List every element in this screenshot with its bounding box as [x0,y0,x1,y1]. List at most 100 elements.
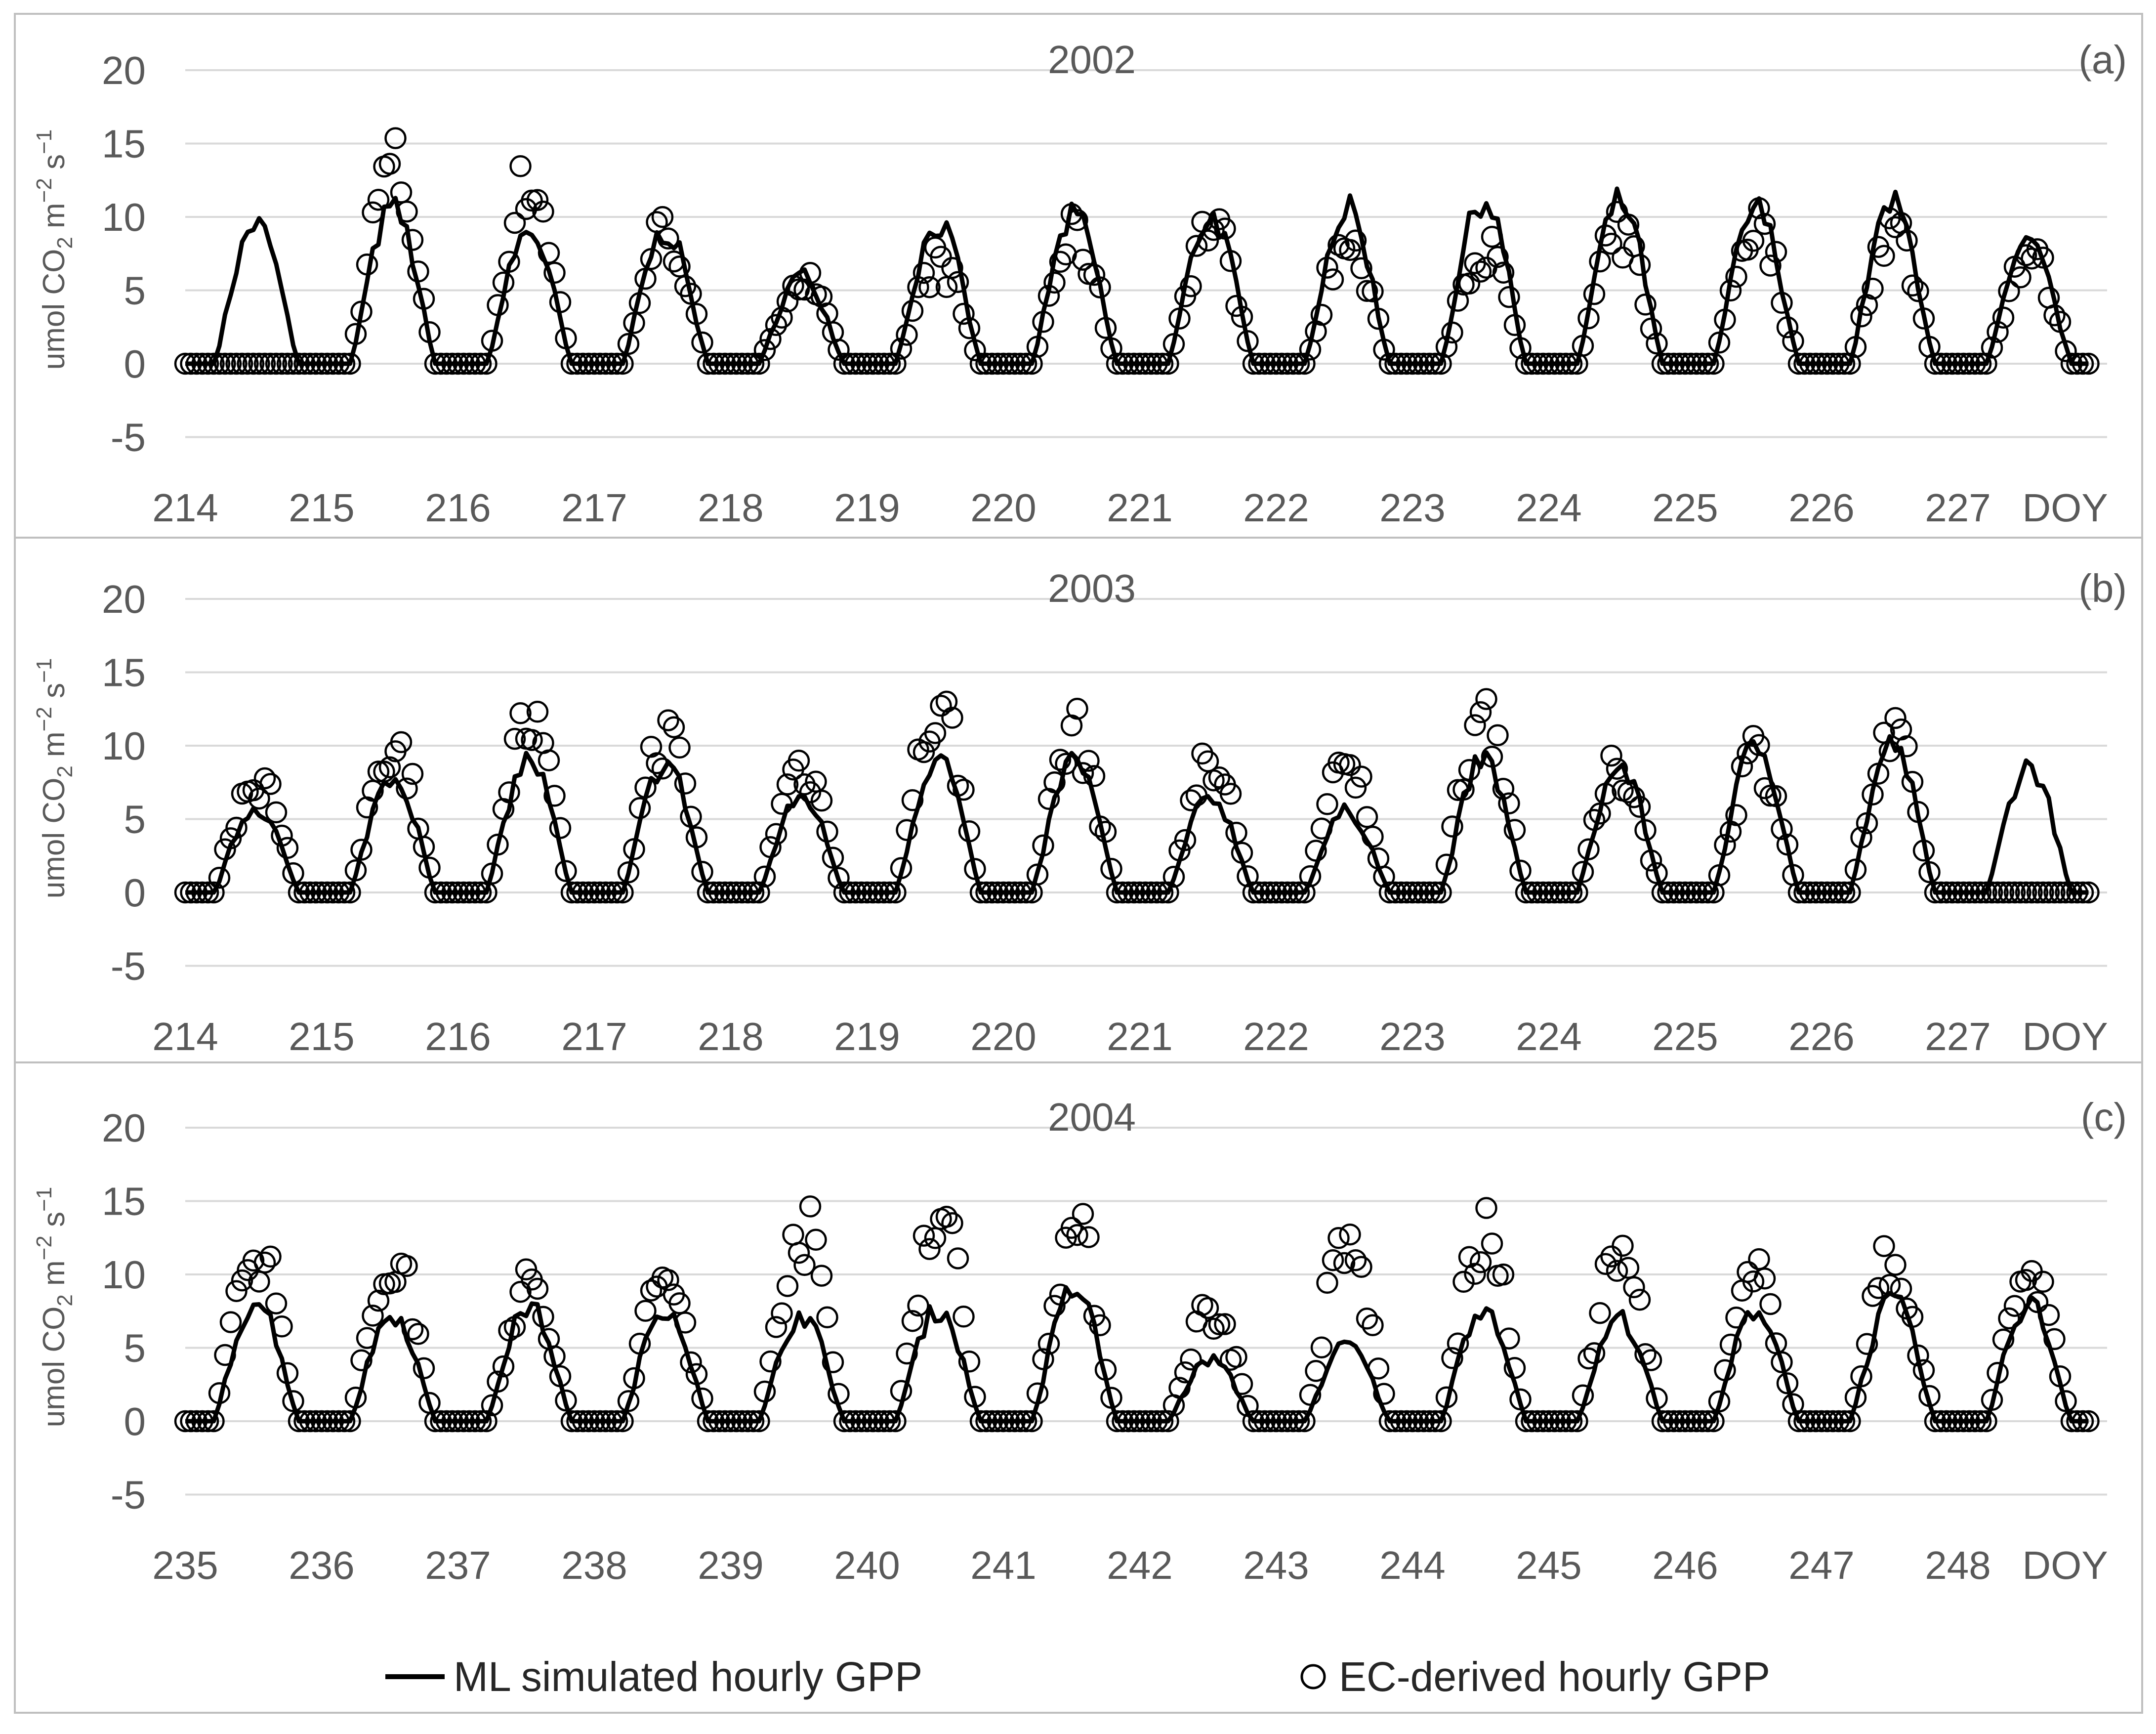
series-line-ml-simulated-gpp [185,734,2089,895]
data-point-ec-derived-gpp [822,846,844,869]
data-point-ec-derived-gpp [771,1302,793,1324]
data-point-ec-derived-gpp [663,716,685,738]
data-point-ec-derived-gpp [617,861,640,884]
data-point-ec-derived-gpp [1162,866,1185,888]
data-point-ec-derived-gpp [1475,1197,1497,1219]
x-tick-label: 221 [1107,1015,1172,1058]
data-point-ec-derived-gpp [1003,1410,1026,1433]
data-point-ec-derived-gpp [401,229,424,251]
data-point-ec-derived-gpp [1037,285,1060,307]
data-point-ec-derived-gpp [1350,765,1372,788]
data-point-ec-derived-gpp [1481,1232,1503,1255]
data-point-ec-derived-gpp [1742,1270,1765,1293]
x-tick-label: 226 [1788,486,1854,530]
data-point-ec-derived-gpp [362,1305,384,1327]
data-point-ec-derived-gpp [867,1410,890,1433]
data-point-ec-derived-gpp [1140,881,1162,904]
data-point-ec-derived-gpp [1680,881,1702,904]
data-point-ec-derived-gpp [958,317,981,339]
data-point-ec-derived-gpp [1912,1359,1935,1382]
y-tick-label: 15 [102,651,146,695]
data-point-ec-derived-gpp [1680,1410,1702,1433]
data-point-ec-derived-gpp [1759,254,1782,277]
data-point-ec-derived-gpp [203,881,225,904]
data-point-ec-derived-gpp [856,1410,878,1433]
data-point-ec-derived-gpp [555,327,577,349]
data-point-ec-derived-gpp [685,303,708,325]
y-tick-label: -5 [111,1473,146,1517]
data-point-ec-derived-gpp [1589,1302,1611,1324]
data-point-ec-derived-gpp [1765,241,1787,263]
data-point-ec-derived-gpp [1481,746,1503,768]
data-point-ec-derived-gpp [987,1410,1009,1433]
data-point-ec-derived-gpp [1549,1410,1572,1433]
data-point-ec-derived-gpp [1708,332,1731,354]
data-point-ec-derived-gpp [1362,825,1384,848]
data-point-ec-derived-gpp [907,276,929,298]
data-point-ec-derived-gpp [1043,771,1066,794]
data-point-ec-derived-gpp [816,1306,838,1329]
data-point-ec-derived-gpp [464,352,486,375]
data-point-ec-derived-gpp [543,261,566,284]
data-point-ec-derived-gpp [208,352,231,375]
data-point-ec-derived-gpp [833,1410,856,1433]
data-point-ec-derived-gpp [1237,865,1259,888]
data-point-ec-derived-gpp [1787,352,1810,375]
data-point-ec-derived-gpp [1589,803,1611,825]
data-point-ec-derived-gpp [1015,1410,1037,1433]
data-point-ec-derived-gpp [219,352,242,375]
data-point-ec-derived-gpp [1964,352,1986,375]
data-point-ec-derived-gpp [1674,352,1697,375]
data-point-ec-derived-gpp [1293,881,1316,904]
data-point-ec-derived-gpp [1112,1410,1134,1433]
data-point-ec-derived-gpp [1407,352,1429,375]
data-point-ec-derived-gpp [719,352,742,375]
data-point-ec-derived-gpp [430,881,452,904]
data-point-ec-derived-gpp [873,881,895,904]
data-point-ec-derived-gpp [305,1410,327,1433]
data-point-ec-derived-gpp [1805,881,1827,904]
data-point-ec-derived-gpp [1725,1307,1747,1329]
data-point-ec-derived-gpp [339,1410,361,1433]
data-point-ec-derived-gpp [1884,1254,1907,1276]
data-point-ec-derived-gpp [1185,784,1208,806]
data-point-ec-derived-gpp [174,1410,197,1433]
data-point-ec-derived-gpp [2060,352,2083,375]
data-point-ec-derived-gpp [1816,881,1838,904]
data-point-ec-derived-gpp [566,1410,588,1433]
data-point-ec-derived-gpp [1259,881,1282,904]
data-point-ec-derived-gpp [191,352,213,375]
data-point-ec-derived-gpp [458,352,481,375]
data-point-ec-derived-gpp [759,1350,782,1373]
data-point-ec-derived-gpp [668,255,691,278]
data-point-ec-derived-gpp [1503,314,1526,337]
data-point-ec-derived-gpp [1822,1410,1844,1433]
data-point-ec-derived-gpp [560,881,583,904]
data-point-ec-derived-gpp [674,275,697,297]
data-point-ec-derived-gpp [1827,352,1850,375]
data-point-ec-derived-gpp [628,292,651,314]
data-point-ec-derived-gpp [435,881,458,904]
data-point-ec-derived-gpp [1293,1410,1316,1433]
data-point-ec-derived-gpp [293,1410,316,1433]
data-point-ec-derived-gpp [1662,881,1685,904]
data-point-ec-derived-gpp [975,881,997,904]
data-point-ec-derived-gpp [1509,859,1532,882]
data-point-ec-derived-gpp [753,1380,776,1403]
data-point-ec-derived-gpp [799,781,822,804]
data-point-ec-derived-gpp [725,1410,747,1433]
data-point-ec-derived-gpp [981,352,1003,375]
data-point-ec-derived-gpp [231,1269,253,1292]
data-point-ec-derived-gpp [1384,1410,1407,1433]
data-point-ec-derived-gpp [697,881,719,904]
data-point-ec-derived-gpp [2043,1328,2066,1351]
data-point-ec-derived-gpp [1748,197,1770,219]
data-point-ec-derived-gpp [1316,256,1338,279]
data-point-ec-derived-gpp [288,352,310,375]
data-point-ec-derived-gpp [1543,881,1566,904]
data-point-ec-derived-gpp [1168,839,1191,862]
data-point-ec-derived-gpp [1043,271,1066,294]
data-point-ec-derived-gpp [1481,225,1503,248]
